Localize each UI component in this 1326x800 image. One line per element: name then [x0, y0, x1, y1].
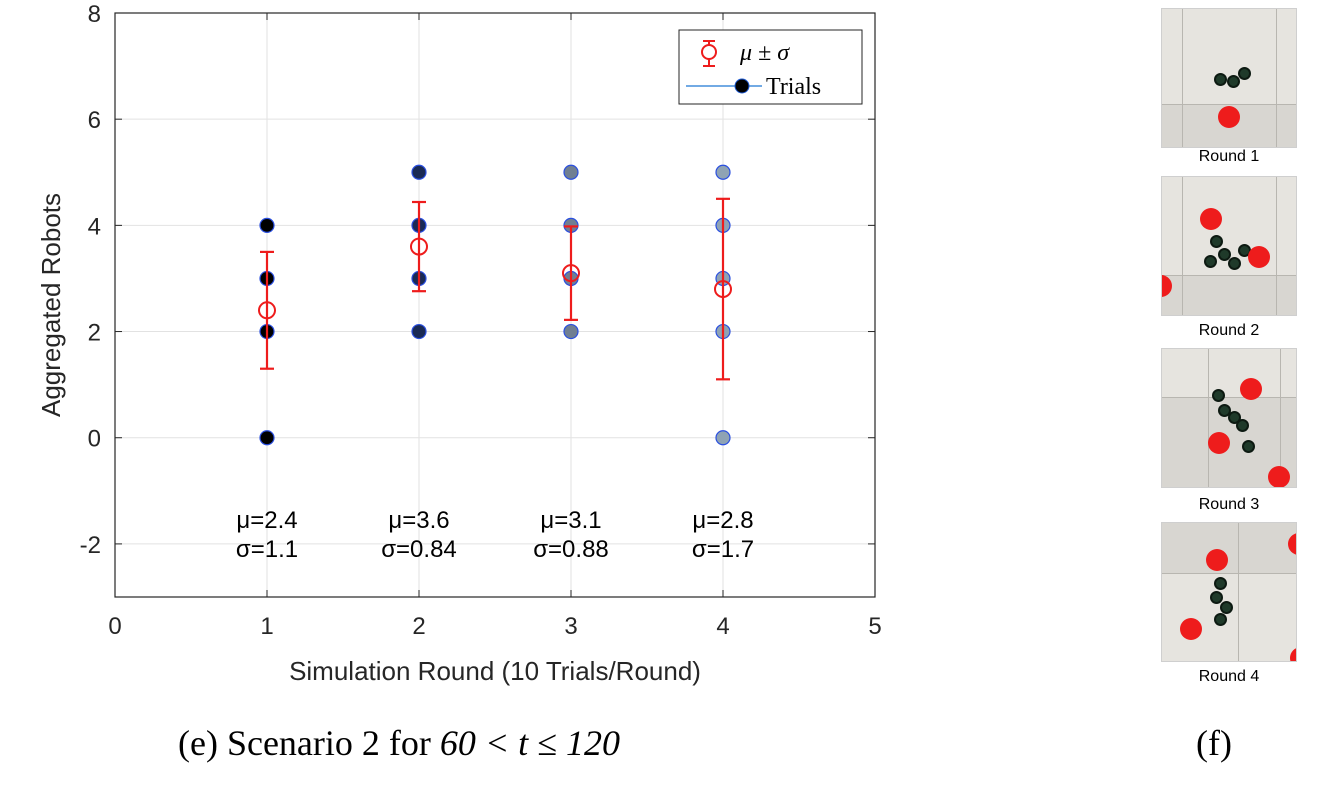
robot-icon	[1227, 75, 1240, 88]
panel-label-round-2: Round 2	[1198, 322, 1260, 339]
y-tick-label: 4	[88, 213, 101, 240]
legend-symbol-trials	[686, 78, 762, 94]
robot-icon	[1218, 404, 1231, 417]
sigma-label: σ=0.84	[381, 536, 457, 563]
trial-point	[259, 217, 275, 233]
error-bar	[410, 200, 428, 293]
mu-label: μ=3.1	[540, 507, 601, 534]
y-tick-label: 0	[88, 426, 101, 453]
y-axis-label: Aggregated Robots	[36, 193, 66, 417]
scatter-chart: 0 1 2 3 4 5 -2 0 2 4 6 8 μ=2.4σ=1.1 μ=3.6σ=0.84 μ=3.…	[36, 1, 882, 686]
error-bar	[258, 250, 276, 370]
photo-panel-round-2	[1161, 176, 1297, 316]
mean-marker	[714, 280, 732, 299]
panel-label-round-1: Round 1	[1198, 148, 1260, 165]
caption-e: (e) Scenario 2 for 60 < t ≤ 120	[178, 722, 620, 764]
trial-point	[411, 164, 427, 180]
error-bar	[714, 197, 732, 381]
trial-point	[563, 164, 579, 180]
stat-annotations: μ=2.4σ=1.1 μ=3.6σ=0.84 μ=3.1σ=0.88 μ=2.8σ=1…	[236, 507, 754, 563]
mean-marker	[410, 237, 428, 256]
robot-icon	[1214, 577, 1227, 590]
robot-icon	[1210, 591, 1223, 604]
mu-label: μ=2.8	[692, 507, 753, 534]
photo-panel-round-4	[1161, 522, 1297, 662]
legend: μ ± σ Trials	[678, 29, 863, 105]
mu-label: μ=3.6	[388, 507, 449, 534]
robot-icon	[1212, 389, 1225, 402]
x-axis-label: Simulation Round (10 Trials/Round)	[289, 656, 701, 686]
axis-ticks	[114, 12, 876, 597]
trial-point	[563, 323, 579, 340]
target-icon	[1162, 275, 1172, 297]
trial-point	[259, 430, 275, 446]
target-icon	[1248, 246, 1270, 268]
robot-icon	[1214, 613, 1227, 626]
x-tick-label: 3	[564, 613, 577, 640]
target-icon	[1200, 208, 1222, 230]
x-tick-label: 1	[260, 613, 273, 640]
target-icon	[1290, 647, 1296, 661]
robot-icon	[1236, 419, 1249, 432]
robot-icon	[1238, 67, 1251, 80]
x-tick-label: 5	[868, 613, 881, 640]
target-icon	[1208, 432, 1230, 454]
robot-icon	[1218, 248, 1231, 261]
robot-icon	[1242, 440, 1255, 453]
caption-e-prefix: (e) Scenario 2 for	[178, 723, 440, 763]
target-icon	[1288, 533, 1296, 555]
target-icon	[1206, 549, 1228, 571]
panel-label-round-4: Round 4	[1198, 668, 1260, 685]
mean-marker	[562, 264, 580, 283]
trial-points	[259, 164, 731, 446]
target-icon	[1180, 618, 1202, 640]
caption-e-math: 60 < t ≤ 120	[439, 723, 620, 763]
x-tick-label: 4	[716, 613, 729, 640]
x-tick-label: 2	[412, 613, 425, 640]
robot-icon	[1204, 255, 1217, 268]
x-tick-labels: 0 1 2 3 4 5	[108, 613, 881, 640]
plot-area-frame	[114, 12, 876, 598]
y-tick-labels: -2 0 2 4 6 8	[80, 1, 101, 559]
trial-point	[715, 164, 731, 180]
robot-icon	[1228, 257, 1241, 270]
target-icon	[1218, 106, 1240, 128]
robot-icon	[1210, 235, 1223, 248]
mean-std-markers	[258, 197, 732, 381]
mean-marker	[258, 301, 276, 320]
y-tick-label: 6	[88, 107, 101, 134]
y-tick-label: 2	[88, 320, 101, 347]
robot-icon	[1214, 73, 1227, 86]
caption-f: (f)	[1196, 723, 1232, 763]
trial-point	[715, 430, 731, 446]
mu-label: μ=2.4	[236, 507, 297, 534]
photo-panel-round-1	[1161, 8, 1297, 148]
target-icon	[1240, 378, 1262, 400]
target-icon	[1268, 466, 1290, 487]
robot-icon	[1220, 601, 1233, 614]
sigma-label: σ=1.7	[692, 536, 754, 563]
error-bar	[562, 225, 580, 321]
sigma-label: σ=0.88	[533, 536, 609, 563]
legend-symbol-mean-std	[701, 40, 717, 67]
photo-panel-round-3	[1161, 348, 1297, 488]
legend-label-mean-std: μ ± σ	[739, 40, 790, 66]
panel-label-round-3: Round 3	[1198, 496, 1260, 513]
y-tick-label: 8	[88, 1, 101, 28]
legend-label-trials: Trials	[766, 74, 821, 100]
trial-point	[411, 323, 427, 340]
sigma-label: σ=1.1	[236, 536, 298, 563]
y-tick-label: -2	[80, 532, 101, 559]
x-tick-label: 0	[108, 613, 121, 640]
